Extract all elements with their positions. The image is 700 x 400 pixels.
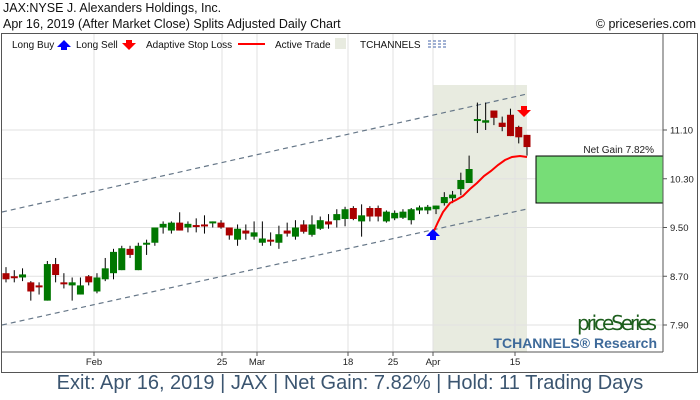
candle bbox=[234, 228, 242, 240]
candle bbox=[209, 221, 217, 224]
candle bbox=[424, 206, 432, 211]
candle bbox=[184, 223, 192, 228]
chart-title: JAX:NYSE J. Alexanders Holdings, Inc. bbox=[3, 1, 222, 15]
x-tick-label: Apr bbox=[426, 357, 441, 368]
candle bbox=[415, 207, 423, 211]
candle bbox=[68, 282, 76, 286]
candle bbox=[515, 126, 523, 138]
legend-long-buy: Long Buy bbox=[12, 40, 54, 51]
candle bbox=[167, 222, 175, 231]
candle bbox=[10, 276, 18, 279]
chart-subtitle: Apr 16, 2019 (After Market Close) Splits… bbox=[3, 17, 341, 31]
candle bbox=[43, 264, 51, 301]
candle bbox=[457, 179, 465, 190]
candle bbox=[407, 209, 415, 221]
candle bbox=[374, 208, 382, 217]
candle bbox=[308, 224, 316, 235]
candle bbox=[267, 239, 275, 242]
legend: Long Buy Long Sell Adaptive Stop Loss Ac… bbox=[12, 38, 446, 51]
candle bbox=[2, 273, 10, 280]
net-gain-label: Net Gain 7.82% bbox=[583, 145, 654, 156]
candle bbox=[465, 169, 473, 184]
candle bbox=[341, 209, 349, 219]
candle bbox=[134, 245, 142, 271]
candle bbox=[333, 214, 341, 221]
candle bbox=[93, 277, 101, 292]
candle bbox=[35, 285, 43, 288]
candle bbox=[242, 230, 250, 234]
candle bbox=[291, 227, 299, 237]
net-gain-box bbox=[535, 155, 664, 204]
candle bbox=[217, 222, 225, 228]
candle bbox=[358, 215, 366, 222]
x-tick-label: Mar bbox=[249, 357, 265, 368]
candle bbox=[506, 114, 514, 137]
candle bbox=[490, 110, 498, 118]
candle bbox=[76, 285, 84, 295]
candle bbox=[159, 223, 167, 228]
long-buy-arrow-icon bbox=[426, 229, 440, 240]
copyright: © priceseries.com bbox=[595, 17, 696, 31]
x-tick-label: Feb bbox=[86, 357, 102, 368]
candle bbox=[176, 222, 184, 231]
x-axis: Feb 25 Mar 18 25 Apr 15 bbox=[86, 352, 520, 368]
legend-long-sell: Long Sell bbox=[76, 40, 118, 51]
x-tick-label: 25 bbox=[217, 357, 228, 368]
candle bbox=[275, 234, 283, 243]
candle bbox=[200, 224, 208, 227]
candle bbox=[60, 282, 68, 285]
candle bbox=[225, 227, 233, 236]
candle bbox=[27, 282, 35, 292]
x-tick-label: 25 bbox=[388, 357, 399, 368]
y-tick-label: 9.50 bbox=[670, 223, 689, 234]
candle bbox=[19, 274, 27, 278]
trade-summary-footer: Exit: Apr 16, 2019 | JAX | Net Gain: 7.8… bbox=[56, 372, 644, 394]
candle bbox=[250, 232, 258, 237]
candle bbox=[143, 242, 151, 245]
x-tick-label: 18 bbox=[343, 357, 354, 368]
candle bbox=[192, 225, 200, 228]
candle bbox=[52, 264, 60, 276]
y-tick-label: 7.90 bbox=[670, 321, 689, 332]
candle bbox=[440, 197, 448, 204]
candle bbox=[449, 194, 457, 199]
candle bbox=[283, 230, 291, 234]
priceseries-watermark: priceSeries bbox=[577, 311, 657, 335]
candle bbox=[498, 122, 506, 127]
y-tick-label: 11.10 bbox=[670, 126, 693, 137]
legend-sell-arrow-icon bbox=[122, 40, 136, 50]
legend-buy-arrow-icon bbox=[57, 40, 71, 50]
candle bbox=[118, 248, 126, 271]
candle bbox=[382, 211, 390, 222]
candle bbox=[316, 220, 324, 229]
candle bbox=[349, 208, 357, 219]
y-axis: 11.10 10.30 9.50 8.70 7.90 bbox=[663, 126, 694, 332]
candle bbox=[391, 212, 399, 219]
candle bbox=[85, 276, 93, 283]
candle bbox=[325, 221, 333, 225]
candle bbox=[482, 120, 490, 123]
candle bbox=[126, 248, 134, 255]
candle bbox=[110, 251, 118, 274]
tchannels-research-watermark: TCHANNELS® Research bbox=[493, 335, 657, 351]
long-sell-arrow-icon bbox=[517, 106, 531, 117]
legend-active-trade: Active Trade bbox=[275, 40, 331, 51]
legend-stop-loss: Adaptive Stop Loss bbox=[146, 40, 232, 51]
candle bbox=[432, 205, 440, 210]
y-tick-label: 8.70 bbox=[670, 272, 689, 283]
x-tick-label: 15 bbox=[510, 357, 521, 368]
candle bbox=[366, 208, 374, 217]
candle bbox=[300, 224, 308, 232]
legend-tchannels: TCHANNELS bbox=[360, 40, 421, 51]
adaptive-stop-loss-line bbox=[432, 154, 528, 234]
candle bbox=[399, 211, 407, 218]
candles bbox=[2, 102, 531, 301]
y-tick-label: 10.30 bbox=[670, 174, 694, 185]
candle bbox=[101, 268, 109, 280]
candle bbox=[473, 119, 481, 122]
candle bbox=[258, 238, 266, 243]
candle bbox=[523, 134, 531, 148]
candle bbox=[151, 227, 159, 243]
